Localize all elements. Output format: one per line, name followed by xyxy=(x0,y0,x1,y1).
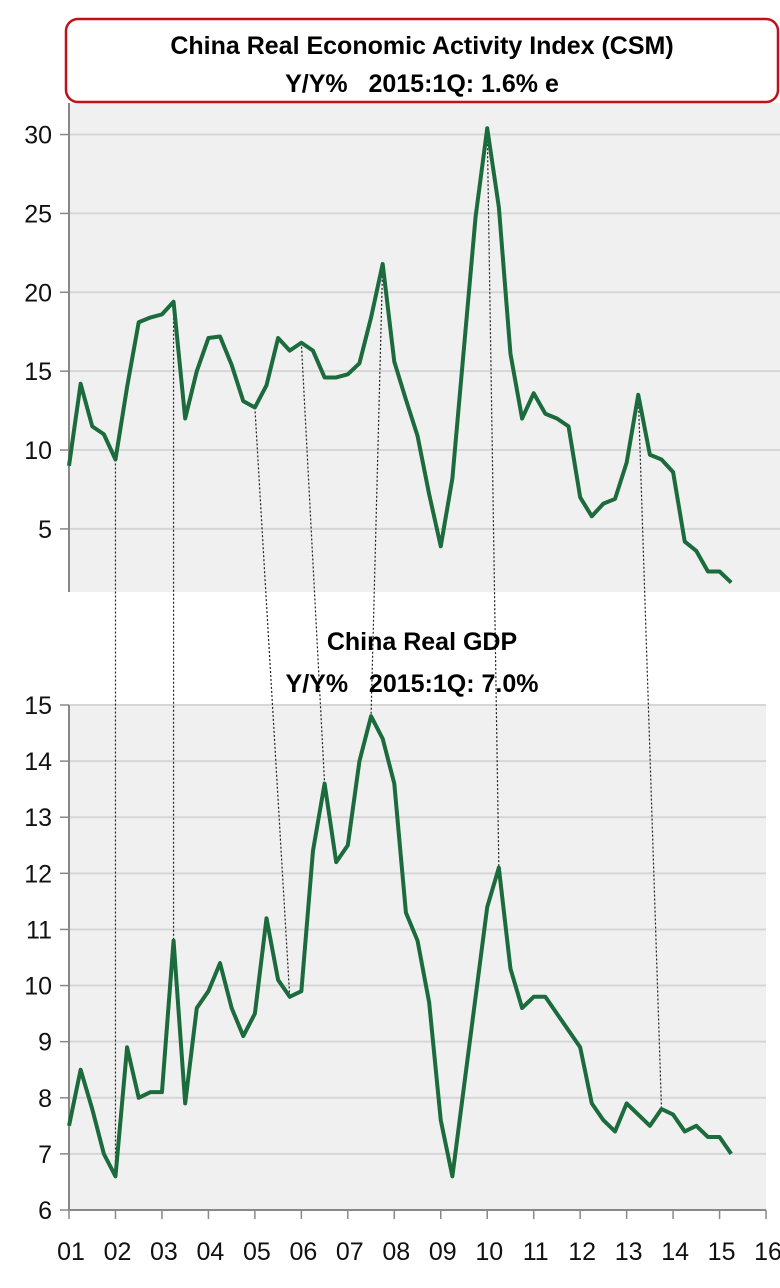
x-tick-label: 01 xyxy=(57,1238,85,1266)
top-y-tick-label: 20 xyxy=(24,279,52,307)
dotted-connector-line xyxy=(370,263,384,717)
bottom-y-tick-label: 12 xyxy=(24,860,52,888)
x-tick-label: 07 xyxy=(336,1238,364,1266)
top-y-tick-label: 15 xyxy=(24,358,52,386)
x-tick-label: 14 xyxy=(661,1238,689,1266)
x-tick-label: 03 xyxy=(150,1238,178,1266)
bottom-chart-subtitle: Y/Y% 2015:1Q: 7.0% xyxy=(286,670,539,698)
x-tick-label: 05 xyxy=(243,1238,271,1266)
top-y-tick-label: 30 xyxy=(24,122,52,150)
top-y-tick-label: 25 xyxy=(24,200,52,228)
x-tick-label: 04 xyxy=(197,1238,225,1266)
top-plot-area xyxy=(69,103,780,592)
bottom-y-tick-label: 8 xyxy=(38,1085,52,1113)
bottom-y-tick-label: 13 xyxy=(24,804,52,832)
x-tick-label: 15 xyxy=(708,1238,736,1266)
bottom-y-tick-label: 15 xyxy=(24,692,52,720)
bottom-chart-title: China Real GDP xyxy=(327,628,517,656)
bottom-y-tick-label: 9 xyxy=(38,1029,52,1057)
dotted-connector-line xyxy=(486,128,500,868)
top-y-tick-label: 10 xyxy=(24,437,52,465)
bottom-y-tick-label: 10 xyxy=(24,973,52,1001)
bottom-y-tick-label: 11 xyxy=(26,916,52,944)
x-tick-label: 12 xyxy=(568,1238,596,1266)
top-y-tick-label: 5 xyxy=(38,516,52,544)
x-tick-label: 02 xyxy=(104,1238,132,1266)
dotted-connector-line xyxy=(637,394,663,1110)
bottom-y-tick-label: 7 xyxy=(38,1141,52,1169)
top-chart-subtitle: Y/Y% 2015:1Q: 1.6% e xyxy=(285,70,559,98)
x-tick-label: 06 xyxy=(289,1238,317,1266)
dotted-connector-line xyxy=(300,342,326,784)
top-chart-title: China Real Economic Activity Index (CSM) xyxy=(170,32,673,60)
x-tick-label: 13 xyxy=(615,1238,643,1266)
x-tick-label: 16 xyxy=(754,1238,780,1266)
x-tick-label: 08 xyxy=(382,1238,410,1266)
bottom-y-tick-label: 14 xyxy=(24,748,52,776)
top-series-line xyxy=(67,126,733,584)
top-title-box xyxy=(64,17,780,104)
x-tick-label: 09 xyxy=(429,1238,457,1266)
bottom-y-tick-label: 6 xyxy=(38,1197,52,1225)
bottom-series-line xyxy=(67,714,733,1179)
x-tick-label: 11 xyxy=(523,1238,549,1266)
x-tick-label: 10 xyxy=(475,1238,503,1266)
